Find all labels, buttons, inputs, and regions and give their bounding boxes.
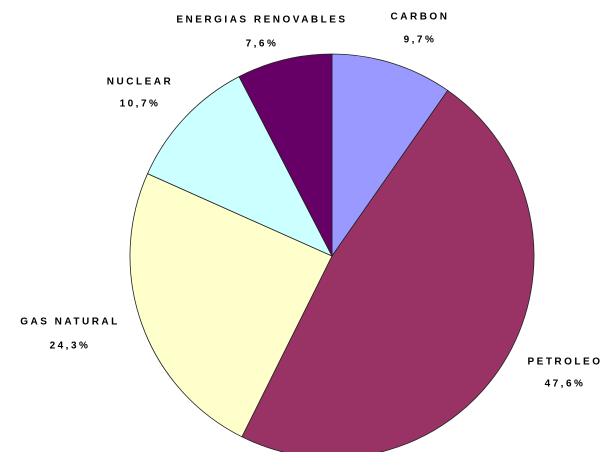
- slice-label: GAS NATURAL: [20, 317, 120, 328]
- slice-value-label: 9,7%: [404, 35, 437, 46]
- pie-slice: [238, 53, 333, 257]
- slice-value-label: 47,6%: [545, 379, 586, 390]
- slice-value-label: 24,3%: [50, 341, 91, 352]
- slice-label: ENERGIAS RENOVABLES: [176, 15, 347, 26]
- slice-label: CARBON: [391, 12, 450, 23]
- slice-value-label: 10,7%: [120, 99, 161, 110]
- slice-label: NUCLEAR: [107, 77, 173, 88]
- slice-label: PETROLEO: [527, 357, 602, 368]
- pie-slice: [241, 89, 535, 452]
- slice-value-label: 7,6%: [246, 39, 279, 50]
- pie-slice: [331, 53, 449, 258]
- pie-slice: [129, 173, 333, 438]
- pie-slice: [147, 76, 333, 257]
